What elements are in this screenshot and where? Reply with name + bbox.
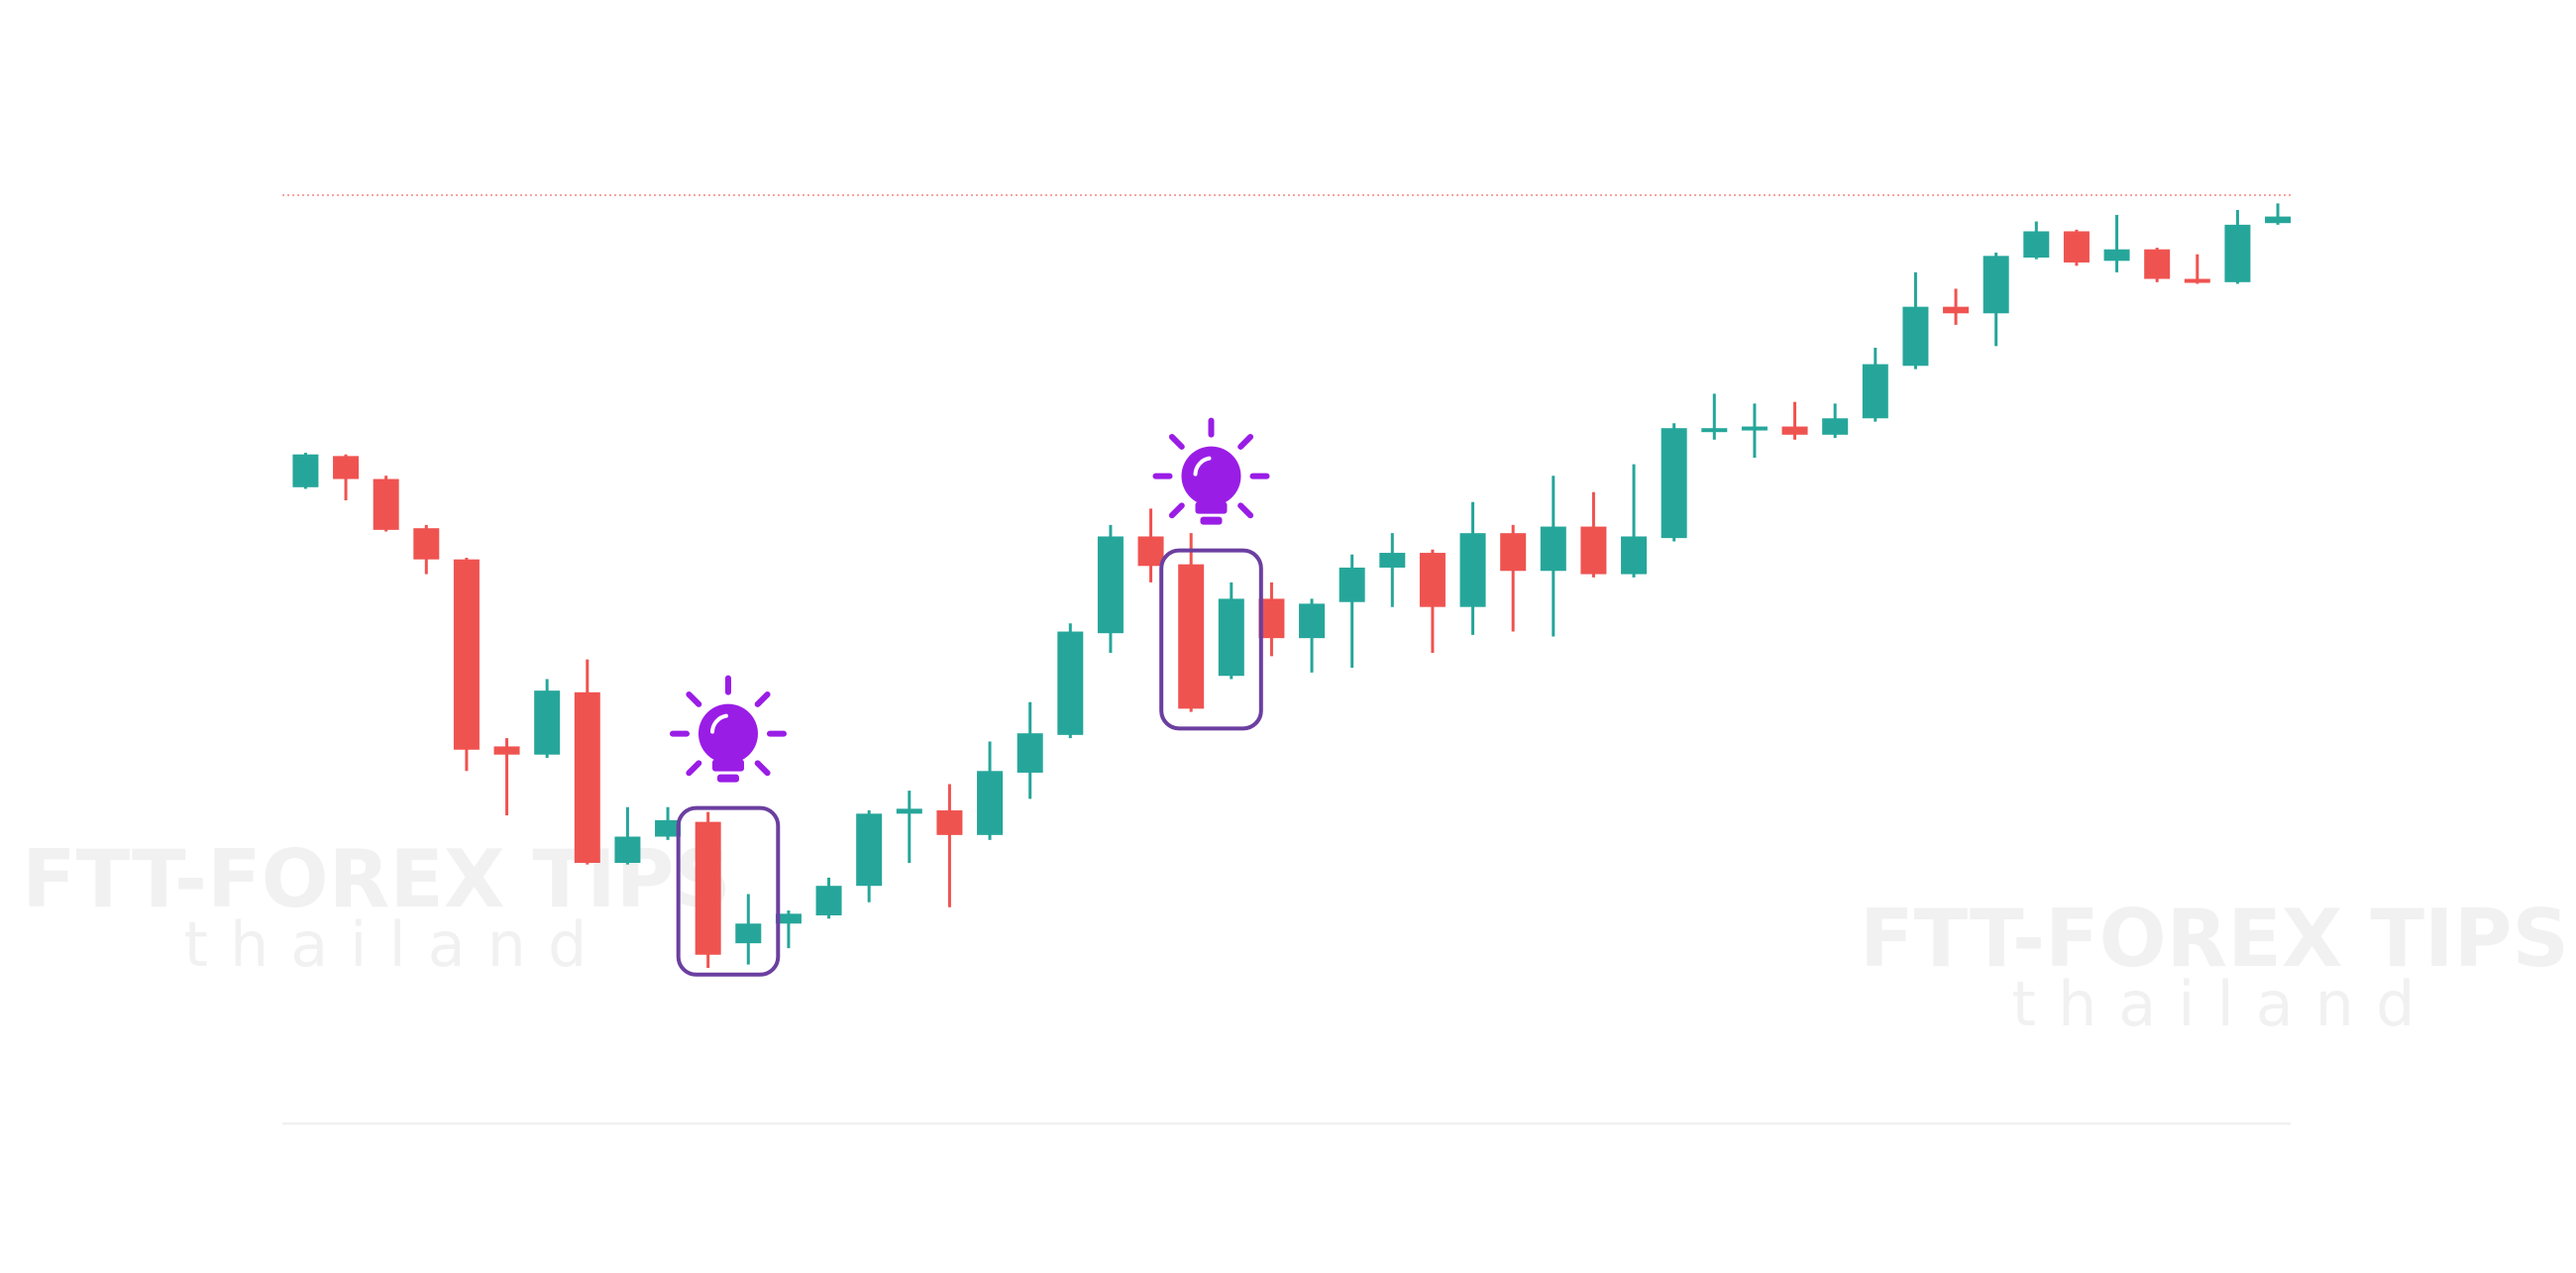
candle-body	[695, 821, 721, 955]
watermark-title: FTT-FOREX TIPS	[22, 833, 731, 925]
candle-body	[655, 819, 682, 837]
candle-body	[1178, 564, 1205, 709]
candle-body	[1137, 536, 1164, 567]
candle-body	[856, 813, 883, 887]
bulb-ray	[1168, 434, 1185, 450]
bulb-base	[1195, 501, 1228, 514]
bulb-base	[716, 774, 739, 783]
candle-body	[1540, 526, 1566, 572]
watermark-subtitle: thailand	[184, 908, 609, 981]
candle-body	[2144, 249, 2171, 279]
candle-body	[373, 478, 399, 530]
candle-body	[2265, 216, 2292, 224]
bulb-ray	[1237, 434, 1254, 450]
bulb-ray	[754, 691, 771, 707]
watermark-subtitle: thailand	[2012, 968, 2437, 1040]
candle-body	[2184, 278, 2210, 283]
bulb-ray	[686, 691, 702, 707]
bulb-base	[711, 759, 744, 772]
candle-body	[2224, 224, 2251, 282]
candle-body	[1500, 533, 1527, 572]
idea-bulb	[1152, 417, 1270, 525]
candle-body	[1339, 567, 1365, 602]
candle-body	[1580, 526, 1607, 575]
candle-body	[1097, 536, 1124, 634]
bulb-base	[1200, 516, 1223, 525]
bulb-ray	[754, 760, 771, 777]
idea-bulb	[669, 675, 787, 783]
candle-body	[936, 810, 963, 835]
candle-body	[2063, 231, 2090, 263]
candle-body	[977, 771, 1004, 835]
candle-body	[735, 923, 762, 944]
highlight-box	[676, 805, 781, 977]
candle-body	[614, 836, 641, 864]
candle-body	[292, 454, 319, 487]
candle-body	[1902, 306, 1929, 367]
candle-body	[896, 808, 922, 814]
bulb-glass	[698, 703, 758, 764]
candle-body	[1822, 418, 1849, 435]
candle-body	[534, 690, 561, 755]
candle-body	[1017, 733, 1043, 773]
bulb-shine	[709, 713, 728, 734]
candle-body	[1781, 426, 1808, 435]
candle-body	[1701, 428, 1728, 433]
candle-body	[2103, 249, 2130, 262]
candle-body	[453, 559, 480, 750]
candle-body	[1218, 598, 1244, 677]
watermark: FTT-FOREX TIPS thailand FTT-FOREX TIPS t…	[22, 833, 2569, 1040]
candle-body	[1983, 256, 2009, 314]
candle-body	[1661, 428, 1687, 539]
candle-body	[1379, 553, 1406, 568]
candle-body	[2023, 231, 2050, 258]
candle-body	[574, 691, 600, 864]
bulb-shine	[1193, 456, 1212, 477]
candle-body	[1741, 426, 1768, 431]
candle-body	[413, 528, 440, 560]
candle-body	[493, 746, 520, 755]
bulb-ray	[1237, 502, 1254, 519]
candle-body	[1057, 631, 1084, 735]
candle-body	[333, 456, 360, 479]
candle-body	[1299, 603, 1326, 639]
watermark-title: FTT-FOREX TIPS	[1860, 893, 2569, 985]
highlight-box	[1159, 548, 1263, 731]
bulb-glass	[1181, 446, 1241, 506]
candle-body	[1621, 536, 1648, 575]
candle-body	[815, 886, 842, 916]
candle-body	[775, 913, 802, 924]
bulb-ray	[1168, 502, 1185, 519]
candle-body	[1459, 533, 1486, 607]
candle-body	[1862, 364, 1888, 419]
bulb-ray	[686, 760, 702, 777]
candle-body	[1943, 306, 1970, 314]
candle-body	[1419, 553, 1446, 607]
